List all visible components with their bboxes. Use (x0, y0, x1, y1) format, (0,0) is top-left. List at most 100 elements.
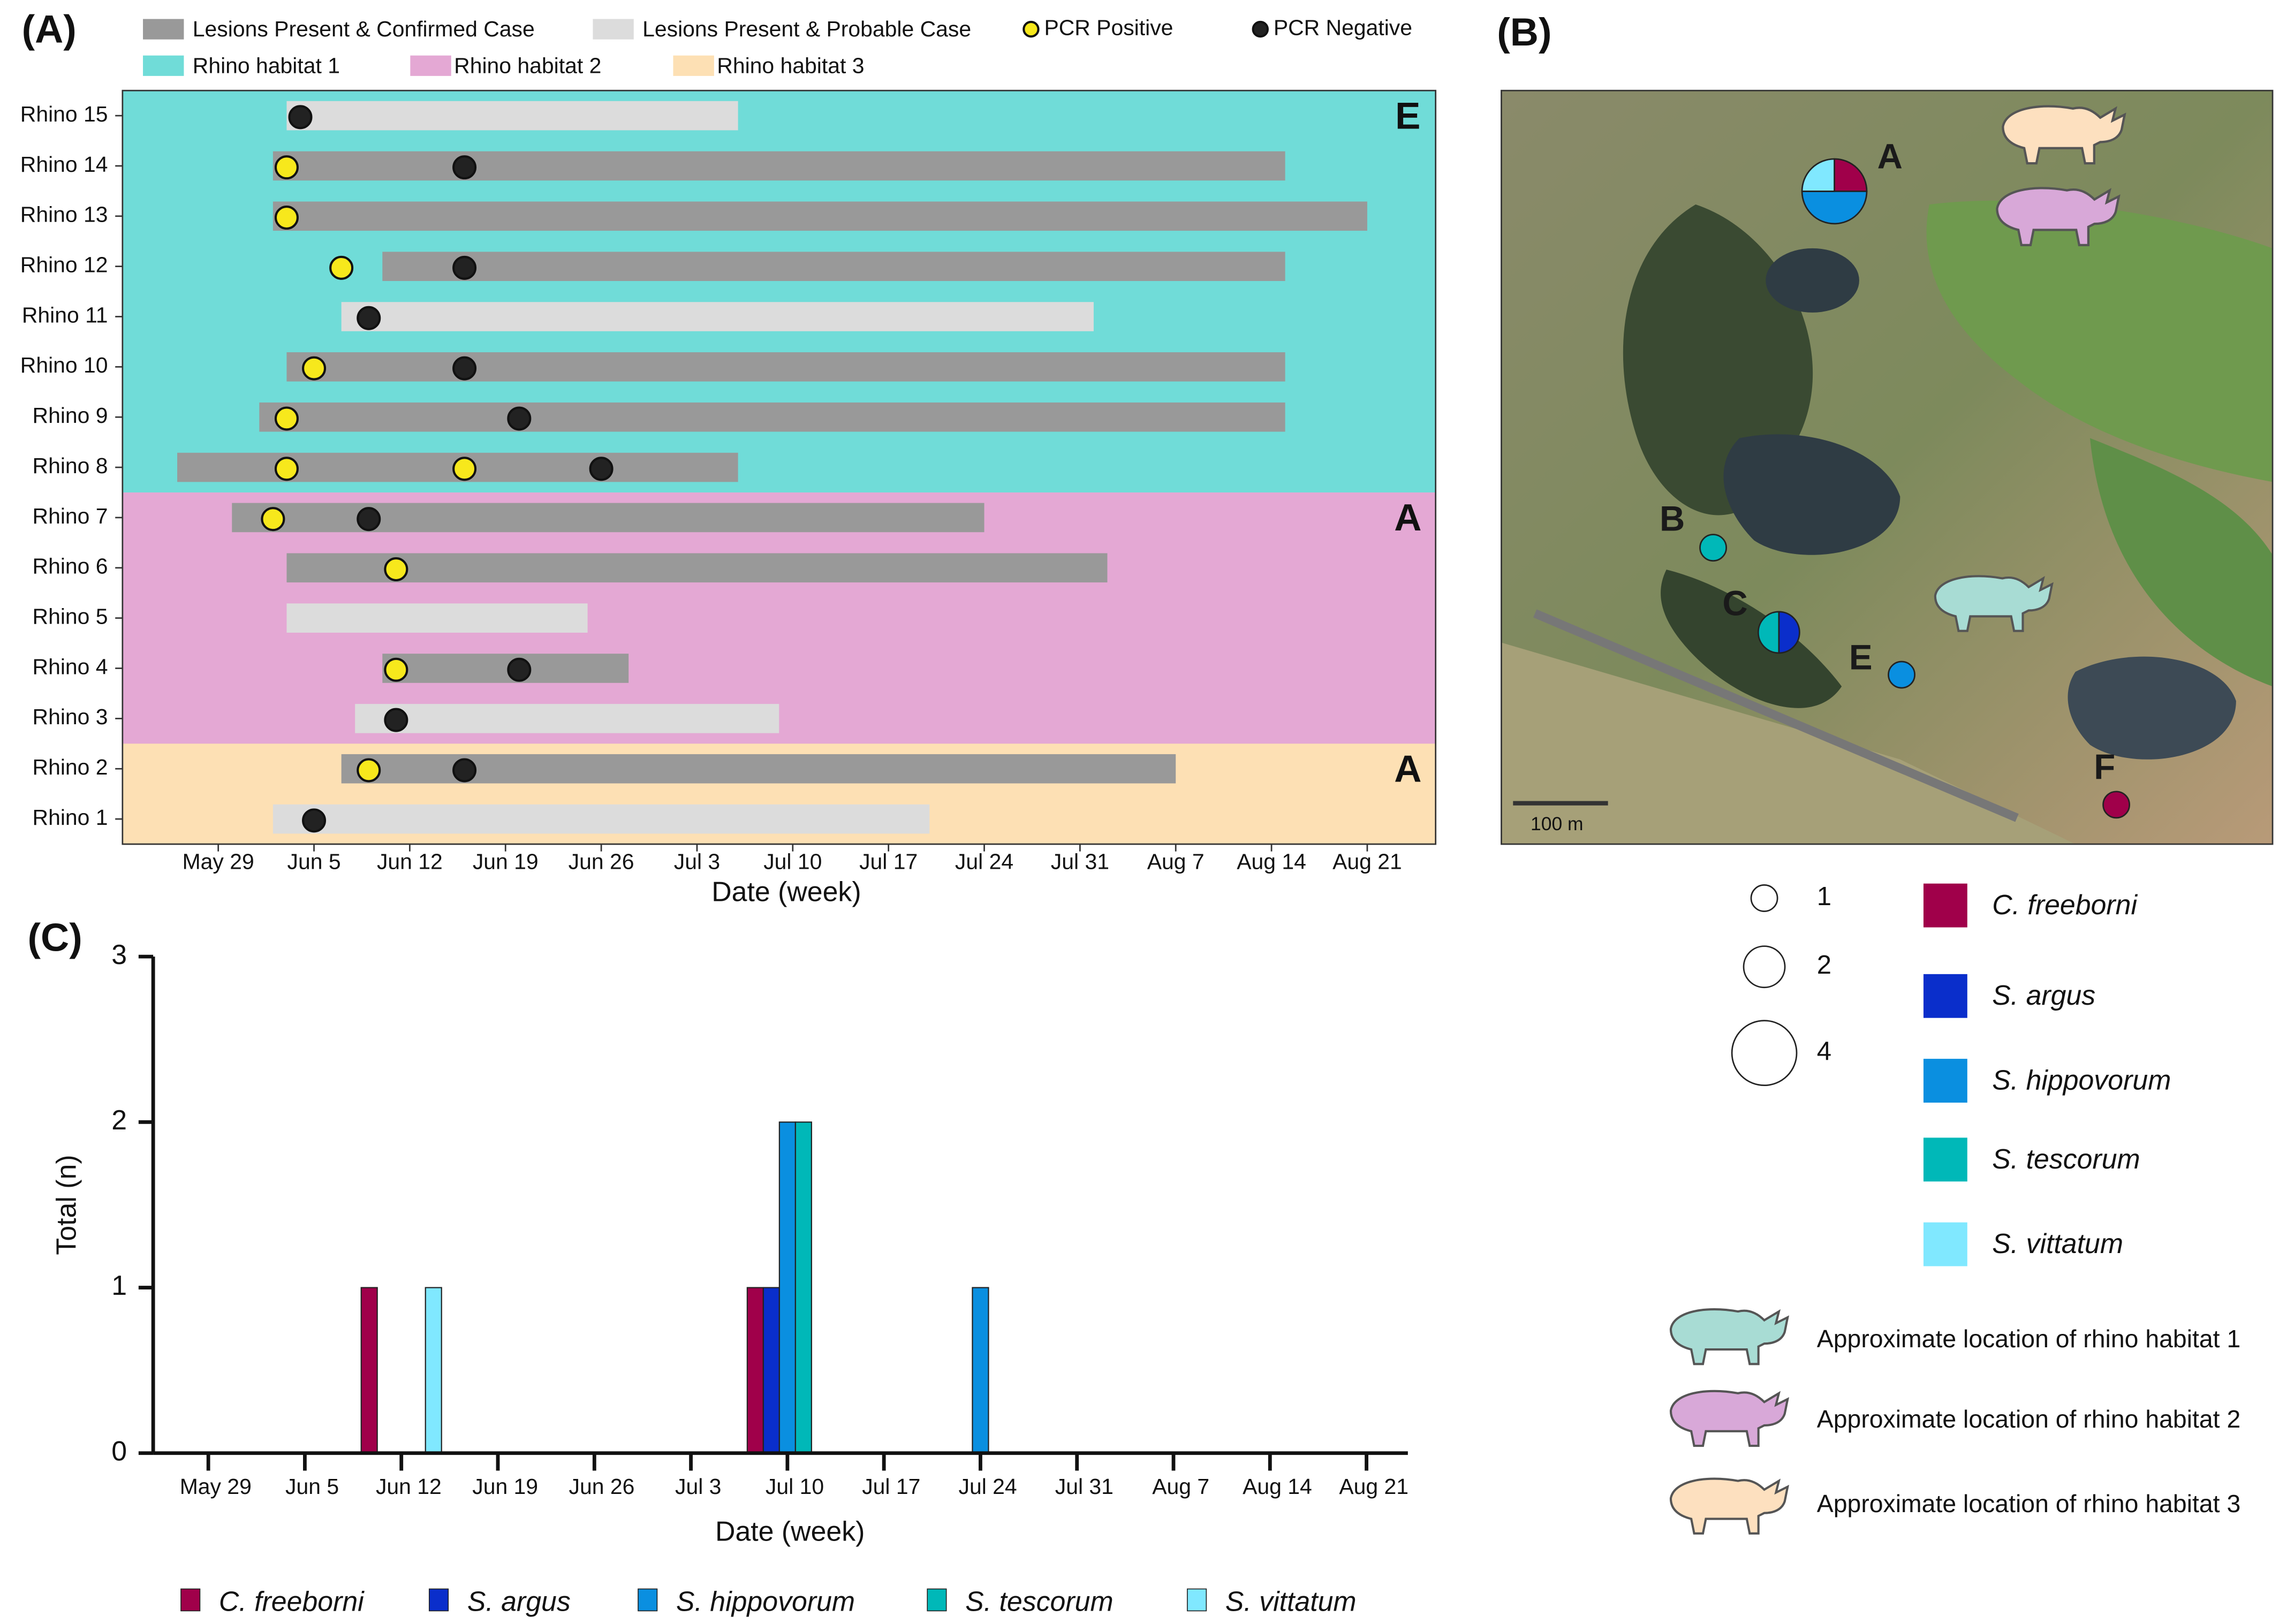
habitat-letter: A (1394, 748, 1421, 790)
bar (746, 1287, 764, 1454)
legend-swatch (143, 55, 184, 76)
y-axis-title: Total (n) (51, 1155, 82, 1255)
pcr-point (384, 708, 408, 732)
pcr-point (261, 507, 285, 532)
y-tick-label: Rhino 14 (20, 152, 108, 177)
legend-label: S. hippovorum (1992, 1064, 2171, 1095)
y-tick-label: 3 (111, 939, 127, 970)
habitat-legend-label: Approximate location of rhino habitat 2 (1817, 1405, 2240, 1433)
pond (1766, 248, 1859, 313)
pcr-point (452, 457, 477, 481)
map-frame (1501, 89, 2274, 845)
legend-swatch (673, 55, 714, 76)
case-bar (286, 603, 588, 633)
habitat-icon (1671, 1479, 1788, 1534)
site-pie-slice (1834, 158, 1868, 192)
scale-label: 100 m (1531, 813, 1584, 834)
case-bar (341, 302, 1094, 331)
panel-label: (B) (1497, 10, 1551, 54)
pcr-point (589, 457, 614, 481)
bar (778, 1121, 796, 1454)
size-legend-circle (1743, 945, 1786, 989)
pcr-point (274, 206, 299, 230)
habitat-icon (1671, 1391, 1788, 1446)
x-tick-label: Jun 26 (569, 1474, 635, 1499)
y-tick-label: 2 (111, 1104, 127, 1135)
y-tick-label: Rhino 12 (20, 252, 108, 277)
case-bar (341, 754, 1176, 784)
case-bar (272, 151, 1285, 181)
site-label: A (1877, 137, 1903, 176)
pcr-point (507, 657, 532, 682)
legend-marker (1023, 20, 1040, 38)
x-tick-label: May 29 (180, 1474, 252, 1499)
x-tick-label: Jun 19 (473, 849, 539, 874)
x-tick-label: Jul 31 (1051, 849, 1109, 874)
legend-label: C. freeborni (219, 1585, 365, 1617)
panel-label: (A) (22, 6, 77, 51)
bar (360, 1287, 378, 1454)
site-label: F (2094, 747, 2115, 786)
y-tick-label: 0 (111, 1435, 127, 1466)
panel-label: (C) (27, 915, 82, 960)
y-tick-label: Rhino 2 (33, 755, 108, 779)
site-pie-slice (1778, 611, 1800, 654)
pcr-point (452, 356, 477, 381)
y-tick-label: Rhino 10 (20, 353, 108, 377)
legend-label: Lesions Present & Confirmed Case (193, 17, 535, 41)
size-legend-circle (1750, 884, 1778, 912)
x-tick-label: Aug 7 (1152, 1474, 1209, 1499)
x-axis-title: Date (week) (711, 876, 861, 907)
legend-marker (1252, 20, 1269, 38)
habitat-icon (1671, 1309, 1788, 1364)
y-tick-label: Rhino 1 (33, 805, 108, 830)
site-pie-slice (1757, 611, 1780, 654)
legend-swatch (1923, 1059, 1967, 1103)
bar (762, 1287, 780, 1454)
x-tick-label: Aug 21 (1332, 849, 1402, 874)
legend-swatch (1923, 1137, 1967, 1182)
x-tick-label: Jun 12 (376, 1474, 442, 1499)
habitat-band (122, 643, 1436, 694)
site-label: B (1660, 499, 1685, 538)
pcr-point (357, 306, 381, 330)
x-tick-label: Jun 12 (377, 849, 443, 874)
y-tick-label: Rhino 7 (33, 504, 108, 528)
pcr-point (274, 155, 299, 180)
y-tick-label: 1 (111, 1270, 127, 1301)
case-bar (286, 352, 1285, 382)
x-tick-label: Jul 24 (958, 1474, 1017, 1499)
pcr-point (384, 657, 408, 682)
legend-label: S. argus (1992, 980, 2095, 1011)
x-tick-label: May 29 (183, 849, 254, 874)
legend-label: S. tescorum (965, 1585, 1114, 1617)
y-tick-label: Rhino 3 (33, 704, 108, 729)
legend-swatch (428, 1588, 449, 1612)
legend-label: C. freeborni (1992, 889, 2138, 920)
case-bar (232, 503, 985, 533)
bar (794, 1121, 812, 1454)
legend-label: Rhino habitat 3 (717, 53, 864, 78)
legend-label: Rhino habitat 2 (454, 53, 601, 78)
bar (972, 1287, 989, 1454)
site-pie (2102, 791, 2131, 819)
site-pie-slice (1801, 158, 1835, 192)
case-bar (259, 402, 1285, 432)
pcr-point (274, 457, 299, 481)
case-bar (286, 553, 1108, 583)
pcr-point (274, 406, 299, 431)
legend-swatch (593, 19, 634, 40)
case-bar (272, 804, 930, 834)
x-tick-label: Jul 31 (1055, 1474, 1114, 1499)
legend-swatch (927, 1588, 947, 1612)
y-tick-label: Rhino 5 (33, 604, 108, 628)
x-tick-label: Jul 3 (674, 849, 720, 874)
y-tick-label: Rhino 8 (33, 453, 108, 478)
legend-label: PCR Negative (1274, 15, 1412, 40)
legend-label: PCR Positive (1044, 15, 1173, 40)
pcr-point (507, 406, 532, 431)
y-tick-label: Rhino 4 (33, 654, 108, 679)
field (1501, 642, 2076, 845)
